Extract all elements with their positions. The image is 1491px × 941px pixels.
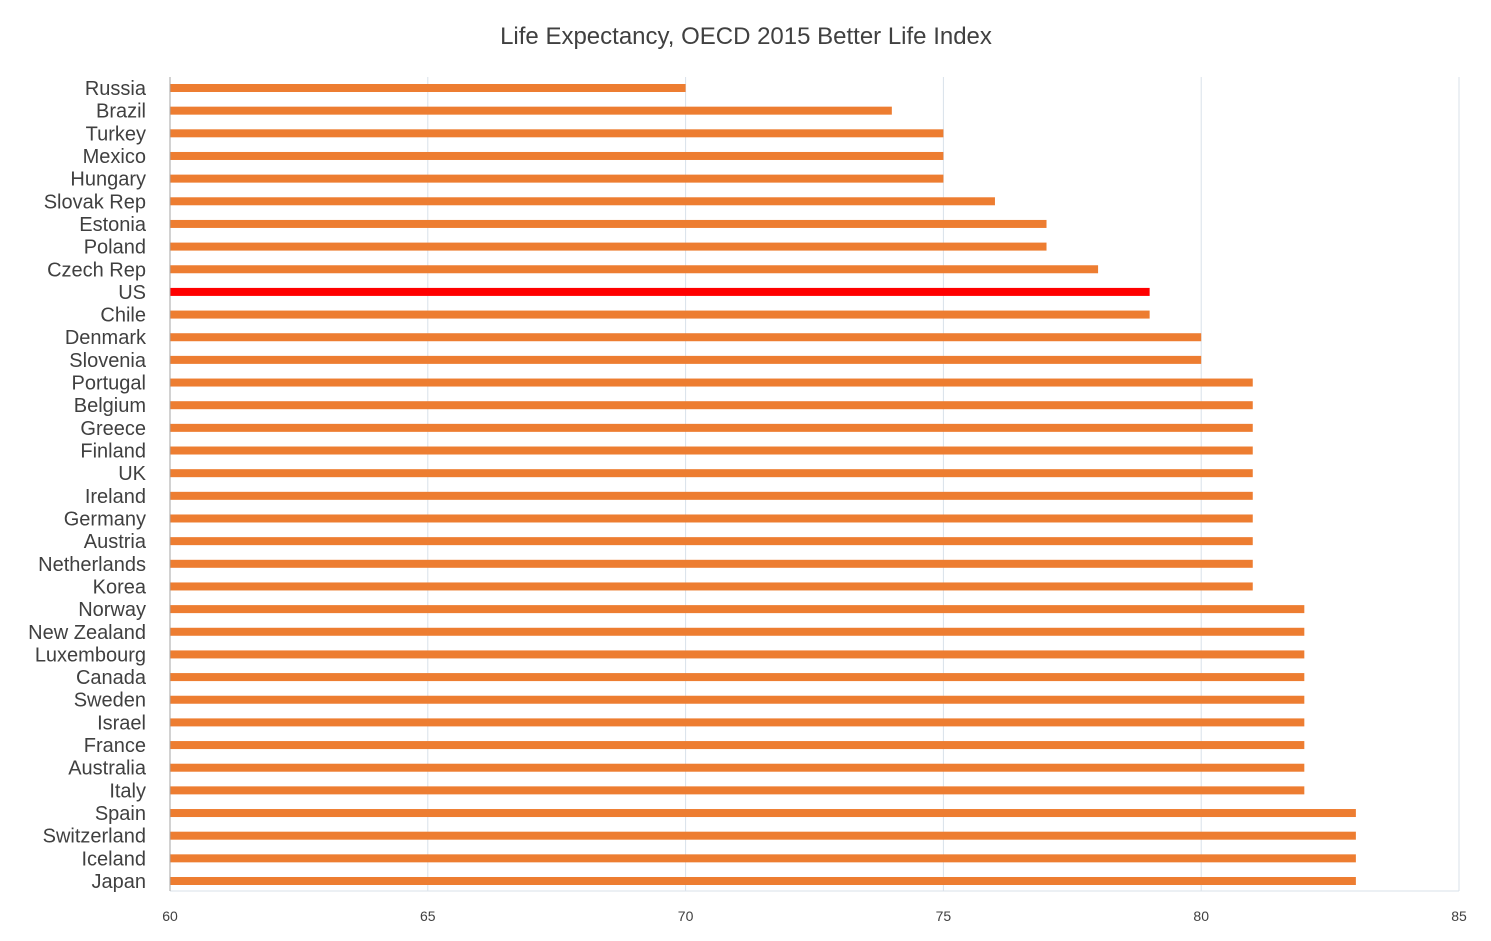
bar-slovenia [170,355,1202,364]
bar-hungary [170,174,944,183]
category-label: UK [118,463,146,485]
bar-luxembourg [170,650,1305,659]
x-tick-label: 85 [1451,908,1467,924]
bar-poland [170,242,1047,251]
category-label: Slovenia [69,350,147,372]
x-tick-label: 70 [678,908,694,924]
category-label: Austria [84,531,147,553]
x-tick-label: 75 [936,908,952,924]
category-label: Portugal [72,373,147,395]
bar-slovak-rep [170,197,995,206]
category-label: US [118,282,146,304]
category-label: Mexico [83,146,146,168]
bar-switzerland [170,831,1356,840]
category-label: Poland [84,237,146,259]
bars [170,84,1356,885]
category-label: Slovak Rep [44,191,146,213]
gridlines [170,77,1460,892]
category-label: Estonia [79,214,147,236]
bar-belgium [170,401,1253,410]
x-tick-label: 80 [1193,908,1209,924]
bar-israel [170,718,1305,727]
bar-estonia [170,219,1047,228]
bar-mexico [170,151,944,160]
bar-austria [170,537,1253,546]
category-label: Israel [97,712,146,734]
category-label: Turkey [86,123,146,145]
bar-japan [170,877,1356,885]
bar-ireland [170,491,1253,500]
bar-norway [170,605,1305,614]
category-label: New Zealand [28,622,146,644]
category-label: Australia [68,758,147,780]
category-label: Netherlands [38,554,146,576]
category-label: Brazil [96,101,146,123]
category-label: Hungary [70,169,146,191]
bar-new-zealand [170,627,1305,636]
bar-chile [170,310,1150,319]
category-label: Chile [100,305,146,327]
bar-korea [170,582,1253,591]
bar-iceland [170,854,1356,863]
category-label: France [84,735,146,757]
bar-germany [170,514,1253,523]
category-label: Russia [85,78,147,100]
bar-france [170,741,1305,750]
category-label: Korea [93,576,147,598]
category-label: Germany [64,508,146,530]
category-label: Norway [78,599,146,621]
bar-portugal [170,378,1253,387]
bar-canada [170,673,1305,682]
bar-uk [170,469,1253,478]
x-tick-label: 65 [420,908,436,924]
category-label: Belgium [74,395,146,417]
bar-spain [170,809,1356,818]
category-label: Denmark [65,327,147,349]
category-label: Greece [80,418,146,440]
bar-greece [170,423,1253,432]
chart-title: Life Expectancy, OECD 2015 Better Life I… [500,23,992,50]
bar-finland [170,446,1253,455]
bar-netherlands [170,559,1253,568]
category-label: Finland [80,441,146,463]
bar-brazil [170,106,892,115]
bar-czech-rep [170,265,1099,274]
x-tick-labels: 60 65 70 75 80 85 [162,908,1467,924]
category-label: Luxembourg [35,644,146,666]
category-label: Italy [109,780,146,802]
category-label: Japan [92,871,147,893]
bar-denmark [170,333,1202,342]
bar-russia [170,84,686,92]
bar-us [170,287,1150,296]
category-label: Ireland [85,486,146,508]
bar-sweden [170,695,1305,704]
x-tick-label: 60 [162,908,178,924]
category-label: Canada [76,667,147,689]
bar-australia [170,763,1305,772]
bar-turkey [170,129,944,138]
category-label: Sweden [74,690,146,712]
category-label: Iceland [82,848,147,870]
category-label: Spain [95,803,146,825]
category-label: Switzerland [43,826,146,848]
category-label: Czech Rep [47,259,146,281]
bar-italy [170,786,1305,795]
